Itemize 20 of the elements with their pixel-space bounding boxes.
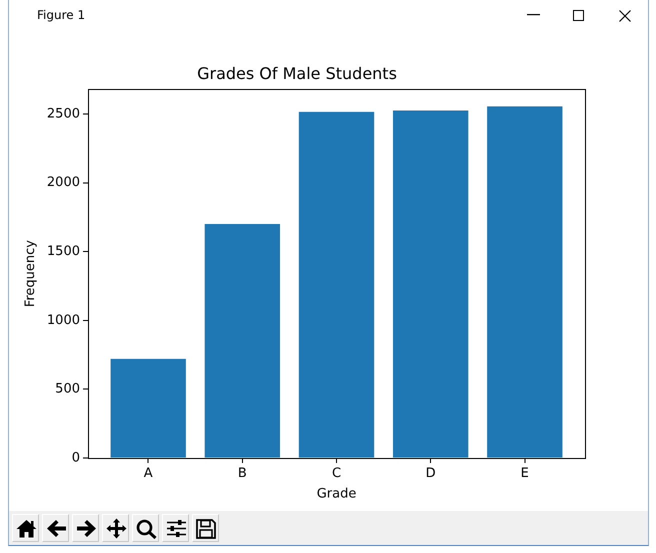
y-tick-label: 1000	[46, 312, 80, 328]
bar	[204, 224, 280, 458]
y-axis-title: Frequency	[23, 240, 38, 308]
x-axis-title: Grade	[316, 486, 356, 502]
x-tick-label: B	[238, 466, 247, 482]
bar	[392, 110, 468, 458]
x-tick-label: E	[520, 466, 529, 482]
y-tick-label: 1500	[46, 244, 80, 259]
chart-title: Grades Of Male Students	[197, 64, 397, 83]
y-tick-label: 0	[72, 450, 80, 466]
x-tick-label: C	[332, 466, 342, 482]
y-tick-label: 500	[55, 382, 80, 397]
bar	[298, 112, 374, 458]
caption: Figure 1	[37, 8, 86, 22]
x-tick-label: A	[144, 466, 153, 482]
y-tick-label: 2000	[46, 175, 80, 190]
bar	[487, 106, 562, 458]
bar	[110, 358, 186, 458]
y-tick-label: 2500	[46, 106, 80, 122]
x-tick-label: D	[426, 466, 436, 482]
